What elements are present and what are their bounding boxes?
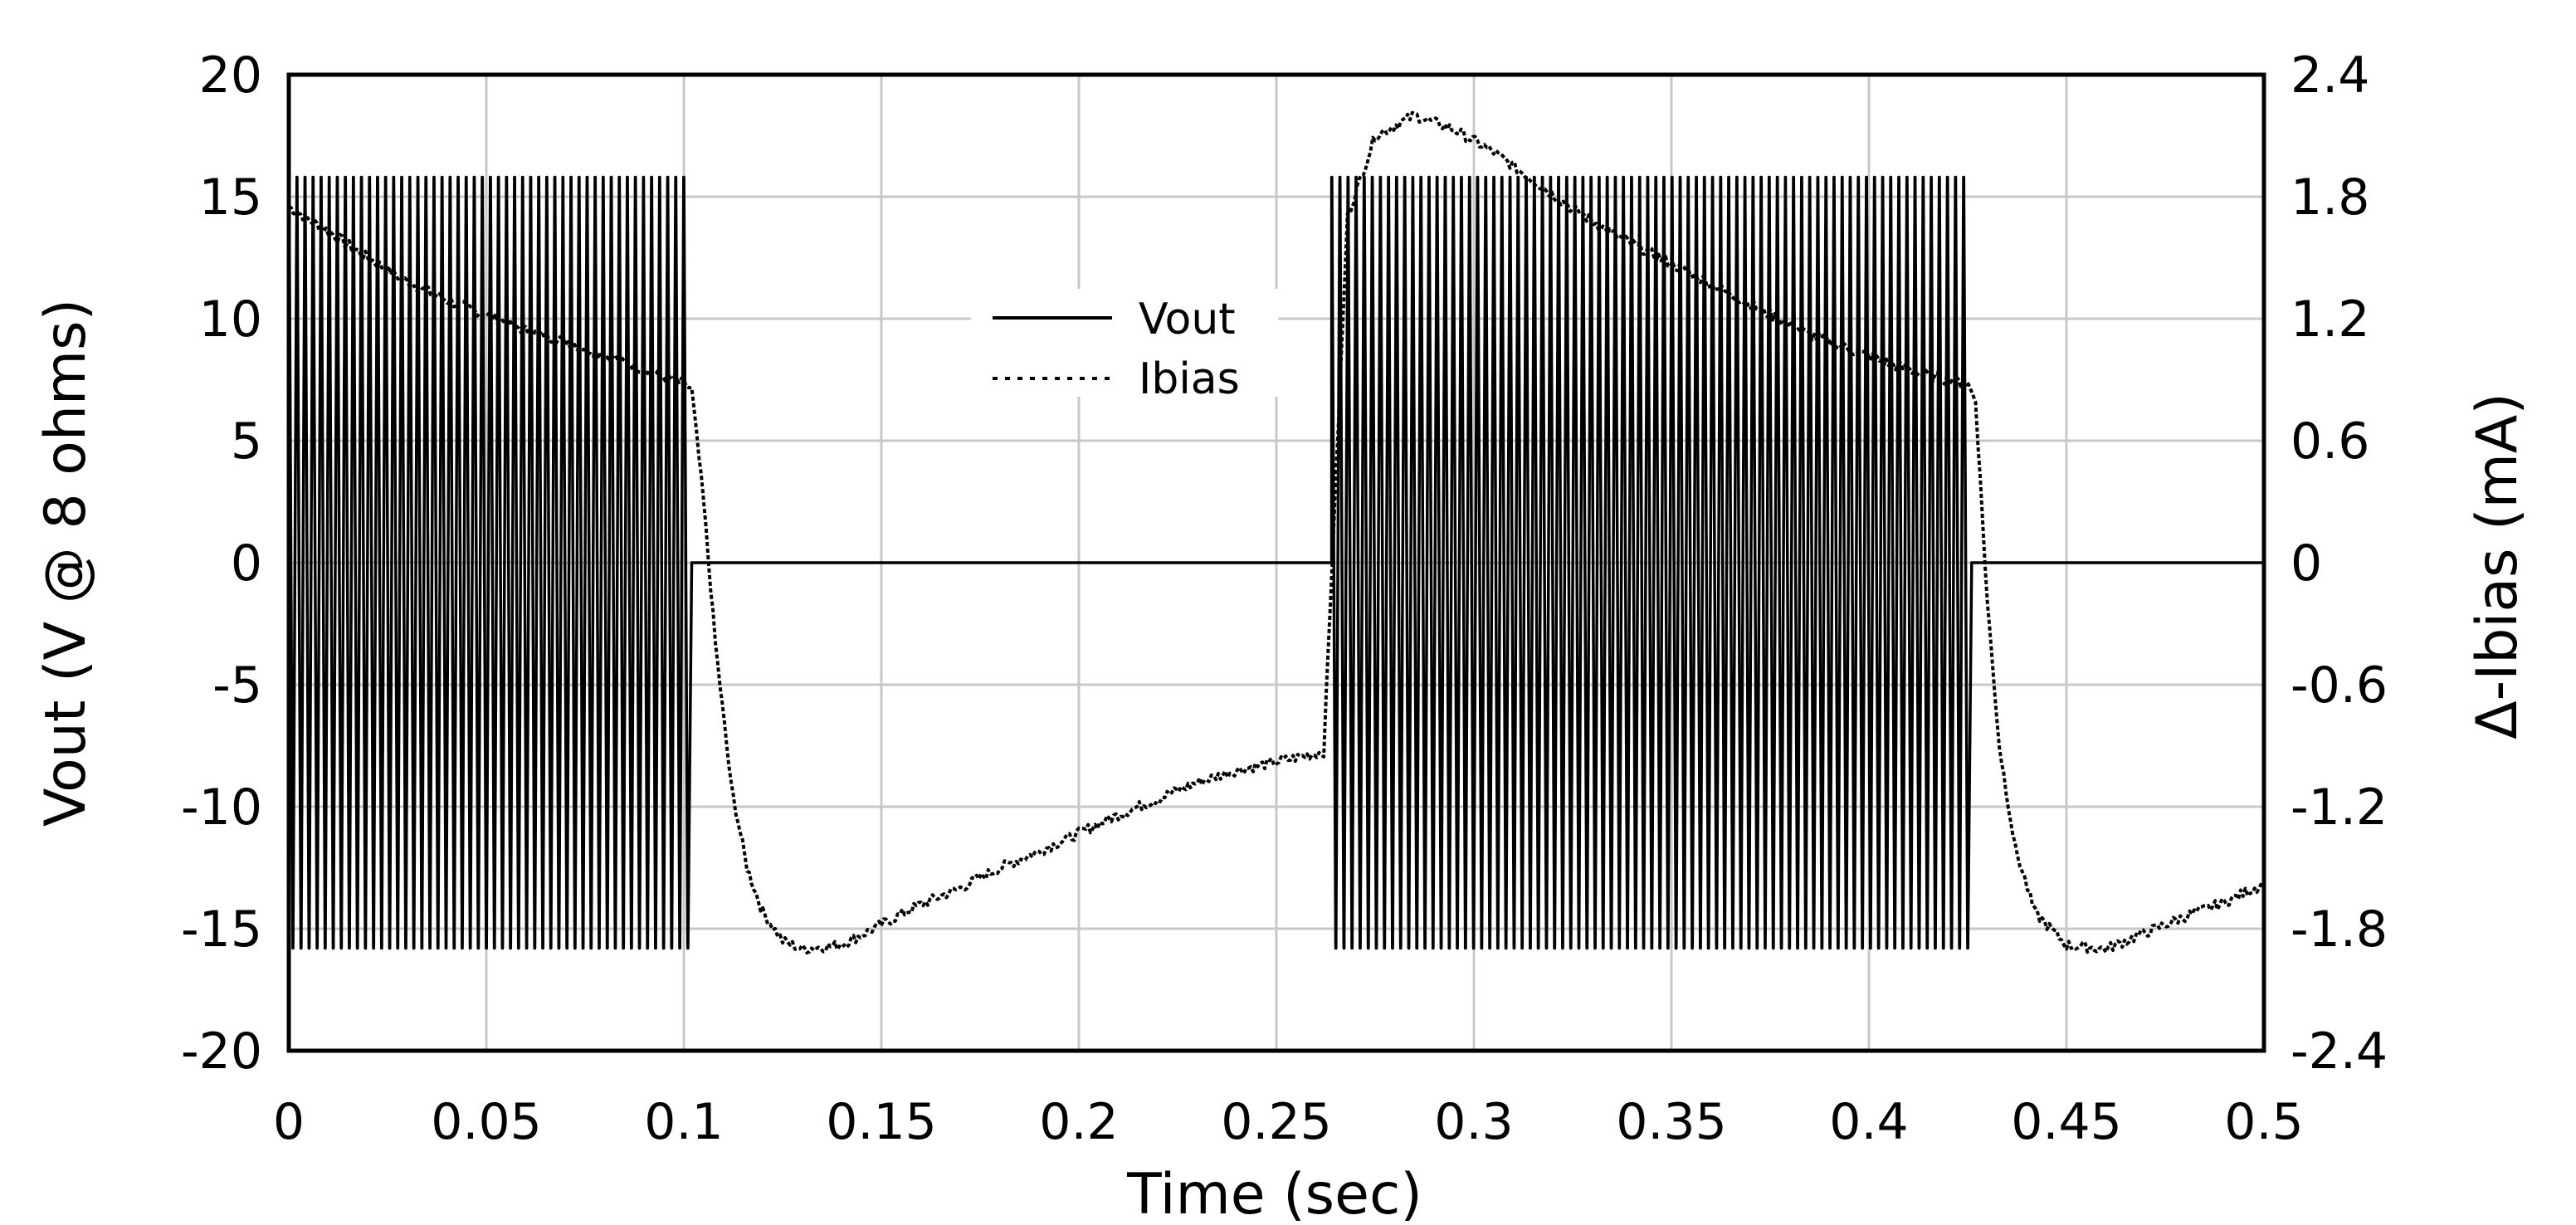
y2-tick-label: -1.8 — [2291, 900, 2388, 959]
x-tick-labels: 0 0.05 0.1 0.15 0.2 0.25 0.3 0.35 0.4 0.45 0.5 — [273, 1093, 2304, 1151]
series-vout — [287, 175, 2264, 950]
y-tick-label: 10 — [199, 290, 262, 349]
y2-tick-label: 1.2 — [2291, 290, 2369, 349]
y-tick-label: 20 — [199, 46, 262, 105]
y-tick-label: 5 — [231, 412, 262, 471]
legend-ibias-label: Ibias — [1139, 354, 1240, 404]
y-tick-label: -10 — [181, 778, 262, 837]
y-tick-labels: 20 15 10 5 0 -5 -10 -15 -20 — [181, 46, 262, 1081]
y-tick-label: 15 — [199, 168, 262, 227]
x-tick-label: 0.5 — [2224, 1093, 2303, 1151]
y2-tick-label: -2.4 — [2291, 1022, 2388, 1081]
series-ibias — [288, 110, 2265, 954]
y-axis-title: Vout (V @ 8 ohms) — [33, 299, 99, 827]
x-tick-label: 0.05 — [431, 1093, 542, 1151]
y2-tick-labels: 2.4 1.8 1.2 0.6 0 -0.6 -1.2 -1.8 -2.4 — [2291, 46, 2388, 1081]
y2-tick-label: -1.2 — [2291, 778, 2388, 837]
y-tick-label: -5 — [212, 656, 262, 715]
series-layer — [287, 110, 2265, 954]
x-tick-label: 0.4 — [1829, 1093, 1908, 1151]
y-tick-label: -15 — [181, 900, 262, 959]
x-tick-label: 0.35 — [1616, 1093, 1727, 1151]
y2-tick-label: 1.8 — [2291, 168, 2369, 227]
y2-tick-label: 2.4 — [2291, 46, 2369, 105]
x-tick-label: 0.25 — [1221, 1093, 1332, 1151]
x-axis-title: Time (sec) — [1126, 1162, 1422, 1225]
x-tick-label: 0.2 — [1039, 1093, 1118, 1151]
legend-vout-label: Vout — [1139, 295, 1236, 344]
y2-tick-label: 0 — [2291, 534, 2322, 593]
plot-frame — [286, 72, 2266, 1053]
x-tick-label: 0.15 — [826, 1093, 937, 1151]
y2-tick-label: -0.6 — [2291, 656, 2388, 715]
x-tick-label: 0 — [273, 1093, 305, 1151]
y2-axis-title: Δ-Ibias (mA) — [2465, 393, 2530, 739]
x-tick-label: 0.1 — [644, 1093, 723, 1151]
x-tick-label: 0.45 — [2011, 1093, 2122, 1151]
x-tick-label: 0.3 — [1434, 1093, 1513, 1151]
y-tick-label: 0 — [231, 534, 262, 593]
y-tick-label: -20 — [181, 1022, 262, 1081]
y2-tick-label: 0.6 — [2291, 412, 2369, 471]
legend: Vout Ibias — [971, 289, 1278, 404]
